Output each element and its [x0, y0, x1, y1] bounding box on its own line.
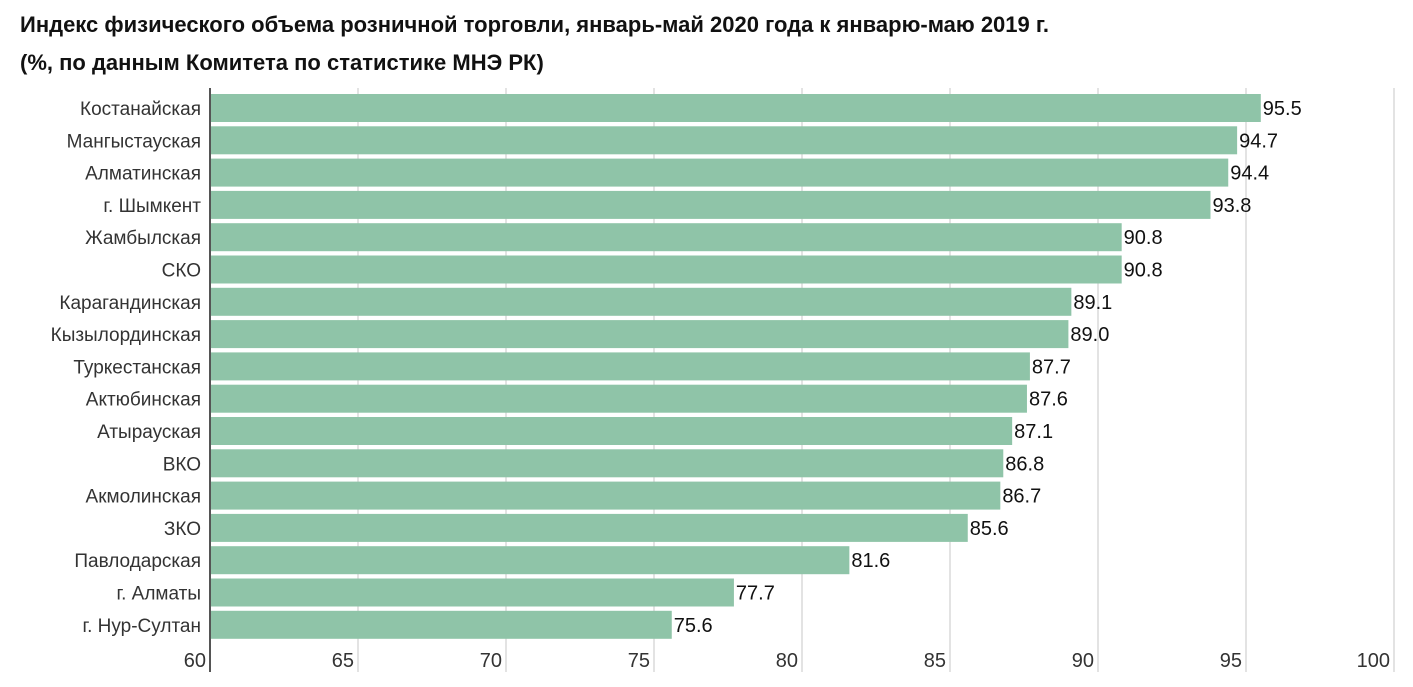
category-label: Атырауская: [97, 422, 201, 443]
category-label: Жамбылская: [85, 228, 201, 249]
bar: [210, 417, 1013, 445]
x-tick-label: 80: [776, 650, 798, 672]
value-label: 81.6: [851, 550, 890, 572]
x-tick-label: 100: [1357, 650, 1390, 672]
value-label: 90.8: [1124, 260, 1163, 282]
value-label: 94.7: [1239, 130, 1278, 152]
bar: [210, 449, 1004, 478]
x-tick-label: 70: [480, 650, 502, 672]
category-label: Карагандинская: [59, 293, 201, 314]
x-tick-label: 90: [1072, 650, 1094, 672]
bar: [210, 481, 1001, 510]
category-label: СКО: [162, 261, 201, 282]
chart-subtitle: (%, по данным Комитета по статистике МНЭ…: [20, 50, 544, 75]
category-label: Павлодарская: [74, 551, 201, 572]
x-tick-label: 65: [332, 650, 354, 672]
value-label: 75.6: [674, 615, 713, 637]
bar: [210, 513, 968, 542]
category-label: ЗКО: [164, 519, 201, 540]
x-tick-label: 95: [1220, 650, 1242, 672]
value-label: 94.4: [1230, 163, 1269, 185]
value-label: 85.6: [970, 518, 1009, 540]
chart-title: Индекс физического объема розничной торг…: [20, 12, 1049, 37]
value-label: 86.7: [1002, 486, 1041, 508]
bar: [210, 320, 1069, 349]
value-label: 89.0: [1070, 324, 1109, 346]
bar: [210, 223, 1122, 252]
category-label: Акмолинская: [86, 487, 201, 508]
category-label: Мангыстауская: [67, 131, 201, 152]
category-label: Костанайская: [80, 99, 201, 120]
category-label: г. Нур-Султан: [82, 616, 201, 637]
value-label: 87.1: [1014, 421, 1053, 443]
value-label: 77.7: [736, 583, 775, 605]
value-label: 90.8: [1124, 227, 1163, 249]
category-label: г. Алматы: [117, 584, 202, 605]
value-label: 87.7: [1032, 356, 1071, 378]
bar: [210, 287, 1072, 316]
bar: [210, 546, 850, 575]
category-label: Алматинская: [85, 164, 201, 185]
bar: [210, 610, 672, 639]
value-label: 93.8: [1212, 195, 1251, 217]
bar: [210, 190, 1211, 219]
bar: [210, 578, 734, 607]
value-label: 89.1: [1073, 292, 1112, 314]
value-label: 86.8: [1005, 453, 1044, 475]
bar: [210, 384, 1027, 413]
x-tick-label: 85: [924, 650, 946, 672]
x-tick-label: 75: [628, 650, 650, 672]
x-tick-label: 60: [184, 650, 206, 672]
bar: [210, 352, 1030, 381]
bar: [210, 255, 1122, 284]
category-label: Актюбинская: [86, 390, 201, 411]
category-label: Кызылординская: [51, 325, 201, 346]
category-label: Туркестанская: [73, 357, 201, 378]
bar: [210, 94, 1261, 122]
value-label: 95.5: [1263, 98, 1302, 120]
bar: [210, 158, 1229, 187]
bar: [210, 126, 1238, 155]
value-label: 87.6: [1029, 389, 1068, 411]
category-label: ВКО: [163, 454, 201, 475]
category-label: г. Шымкент: [103, 196, 201, 217]
